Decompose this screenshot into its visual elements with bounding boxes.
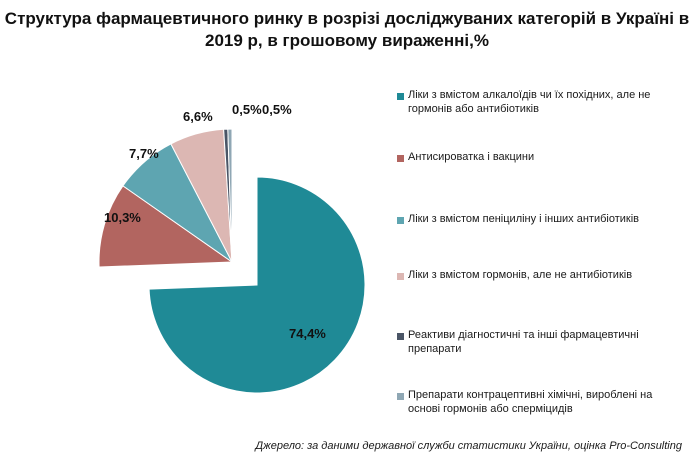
legend-swatch-5: [397, 333, 404, 340]
legend-label-6: Препарати контрацептивні хімічні, виробл…: [408, 389, 653, 415]
legend-label-3: Ліки з вмістом пеніциліну і інших антибі…: [408, 213, 640, 225]
pie-slice-2: [98, 185, 234, 268]
legend-swatch-4: [397, 273, 404, 280]
slice-label-6: 0,5%: [262, 102, 292, 117]
legend-label-5: Реактиви діагностичні та інші фармацевти…: [408, 329, 639, 355]
chart-title: Структура фармацевтичного ринку в розріз…: [4, 9, 690, 50]
legend-label-4: Ліки з вмістом гормонів, але не антибіот…: [408, 269, 633, 281]
legend-swatch-1: [397, 93, 404, 100]
slice-label-2: 10,3%: [104, 210, 141, 225]
slice-label-3: 7,7%: [129, 146, 159, 161]
legend-swatch-3: [397, 217, 404, 224]
legend-label-2: Антисироватка і вакцини: [408, 151, 535, 163]
legend-label-1: Ліки з вмістом алкалоїдів чи їх похідних…: [408, 89, 651, 115]
slice-label-4: 6,6%: [183, 109, 213, 124]
slice-label-1: 74,4%: [289, 326, 326, 341]
legend-swatch-2: [397, 155, 404, 162]
slice-label-5: 0,5%: [232, 102, 262, 117]
source-note: Джерело: за даними державної служби стат…: [255, 440, 682, 452]
pie-slice-1: [148, 176, 366, 394]
legend-swatch-6: [397, 393, 404, 400]
pie-slice-6: [227, 128, 233, 263]
